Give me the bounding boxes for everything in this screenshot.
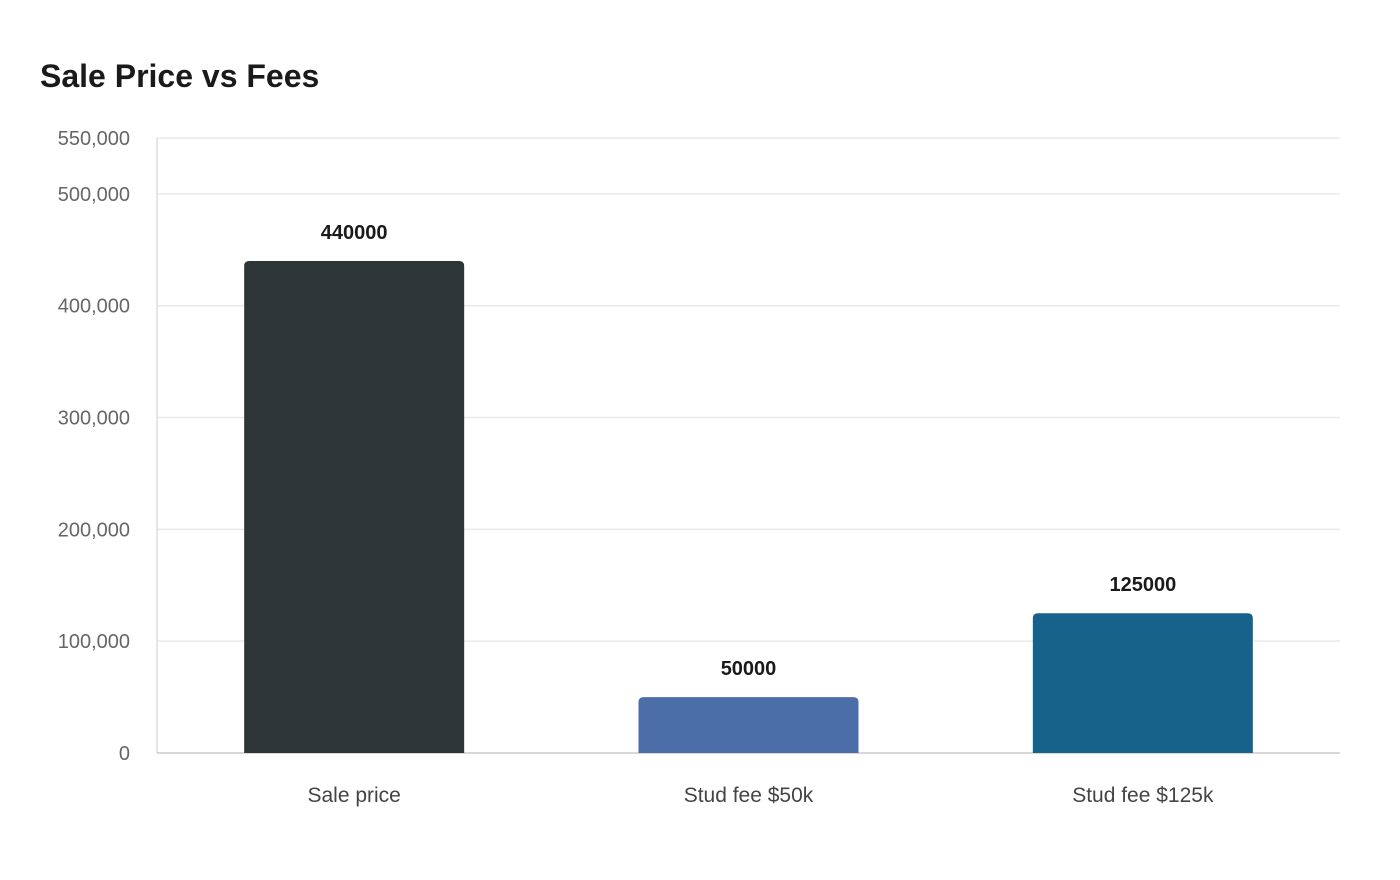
y-tick-label: 100,000 xyxy=(58,631,130,653)
bar xyxy=(1032,613,1253,753)
y-tick-label: 300,000 xyxy=(58,408,130,430)
y-tick-label: 500,000 xyxy=(58,184,130,206)
y-tick-label: 550,000 xyxy=(58,128,130,150)
y-tick-label: 200,000 xyxy=(58,519,130,541)
bar xyxy=(244,261,465,753)
bar-value-label: 125000 xyxy=(1109,574,1176,596)
x-category-label: Sale price xyxy=(307,784,400,807)
y-axis-ticks: 0 100,000 200,000 300,000 400,000 500,000 550,… xyxy=(58,128,130,765)
x-axis-categories: Sale price Stud fee $50k Stud fee $125k xyxy=(307,784,1213,807)
x-category-label: Stud fee $50k xyxy=(684,784,814,807)
bar xyxy=(638,697,859,753)
bar-value-label: 440000 xyxy=(321,222,388,244)
bar-value-label: 50000 xyxy=(721,658,777,680)
y-tick-label: 0 xyxy=(119,743,130,765)
x-category-label: Stud fee $125k xyxy=(1072,784,1214,807)
data-labels: 440000 50000 125000 xyxy=(321,222,1176,680)
bars xyxy=(244,261,1253,753)
chart-title: Sale Price vs Fees xyxy=(40,58,320,94)
y-tick-label: 400,000 xyxy=(58,296,130,318)
